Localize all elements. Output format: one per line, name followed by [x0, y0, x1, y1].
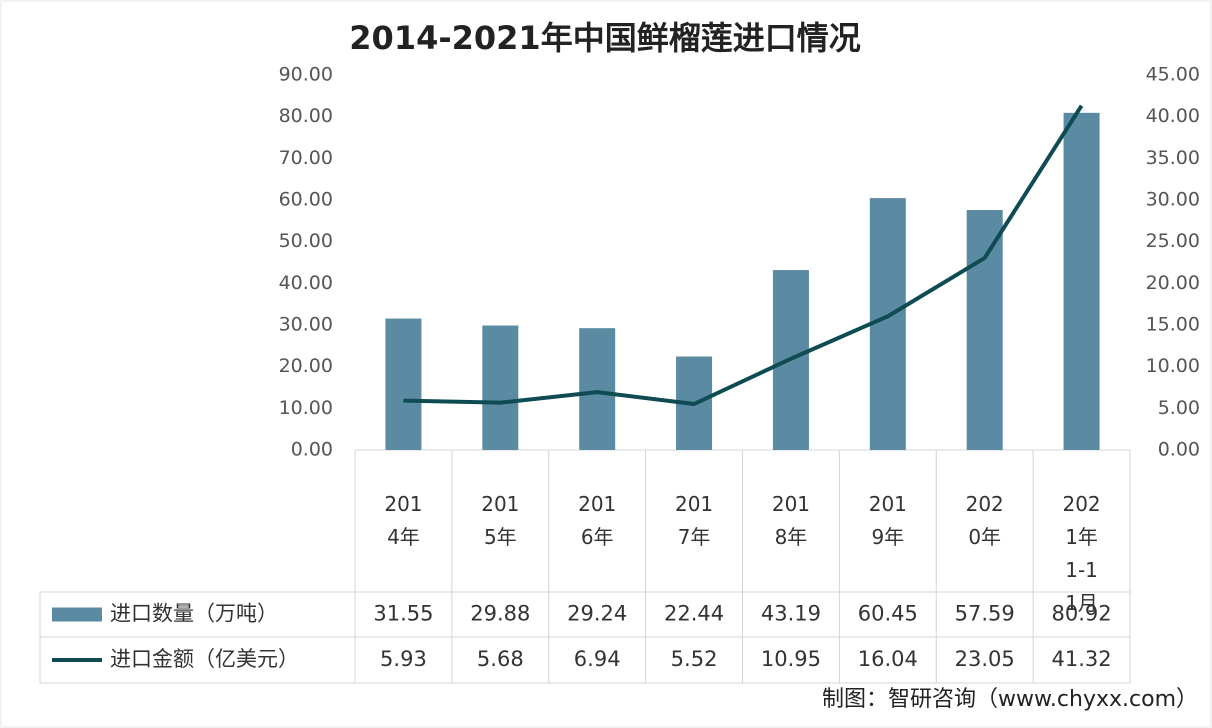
y2-tick-label: 25.00: [1146, 230, 1200, 252]
x-tick-label: 2016年: [578, 492, 617, 549]
table-value: 5.68: [477, 647, 524, 671]
x-tick-label: 2014年: [384, 492, 423, 549]
bar: [482, 325, 519, 450]
x-tick-label: 2020年: [965, 492, 1004, 549]
table-value: 29.24: [567, 602, 627, 626]
y-tick-label: 30.00: [279, 314, 333, 336]
legend-label: 进口金额（亿美元）: [110, 647, 299, 671]
y-tick-label: 60.00: [279, 189, 333, 211]
y-tick-label: 90.00: [279, 64, 333, 86]
table-value: 10.95: [761, 647, 821, 671]
x-tick-label: 2015年: [481, 492, 520, 549]
y2-tick-label: 10.00: [1146, 355, 1200, 377]
bar: [869, 198, 906, 450]
table-value: 60.45: [858, 602, 918, 626]
bar: [966, 210, 1003, 450]
table-value: 23.05: [955, 647, 1015, 671]
table-value: 29.88: [470, 602, 530, 626]
x-tick-label: 2019年: [868, 492, 907, 549]
table-value: 6.94: [574, 647, 621, 671]
y2-tick-label: 45.00: [1146, 64, 1200, 86]
table-value: 5.52: [671, 647, 718, 671]
chart-title: 2014-2021年中国鲜榴莲进口情况: [349, 19, 860, 57]
legend-label: 进口数量（万吨）: [110, 602, 278, 626]
x-tick-label: 2021年1-11月: [1062, 492, 1101, 615]
table-value: 57.59: [955, 602, 1015, 626]
y-tick-label: 50.00: [279, 230, 333, 252]
source: 制图：智研咨询（www.chyxx.com）: [822, 687, 1198, 712]
table-value: 80.92: [1052, 602, 1112, 626]
table-value: 41.32: [1052, 647, 1112, 671]
bar: [385, 318, 422, 450]
y2-tick-label: 5.00: [1158, 397, 1200, 419]
bar: [579, 328, 616, 450]
y2-tick-label: 35.00: [1146, 147, 1200, 169]
table-value: 5.93: [380, 647, 427, 671]
y-tick-label: 80.00: [279, 105, 333, 127]
table-value: 43.19: [761, 602, 821, 626]
table-value: 22.44: [664, 602, 724, 626]
y-tick-label: 10.00: [279, 397, 333, 419]
legend-swatch: [52, 607, 102, 622]
y-tick-label: 20.00: [279, 355, 333, 377]
line: [403, 104, 1084, 406]
y2-tick-label: 20.00: [1146, 272, 1200, 294]
y-tick-label: 0.00: [291, 439, 333, 461]
y2-tick-label: 40.00: [1146, 105, 1200, 127]
table-value: 16.04: [858, 647, 918, 671]
y-tick-label: 70.00: [279, 147, 333, 169]
y2-tick-label: 15.00: [1146, 314, 1200, 336]
table-value: 31.55: [373, 602, 433, 626]
bar: [1063, 112, 1100, 450]
y-tick-label: 40.00: [279, 272, 333, 294]
x-tick-label: 2018年: [771, 492, 811, 549]
y2-tick-label: 0.00: [1158, 439, 1200, 461]
x-tick-label: 2017年: [674, 492, 714, 549]
y2-tick-label: 30.00: [1146, 189, 1200, 211]
